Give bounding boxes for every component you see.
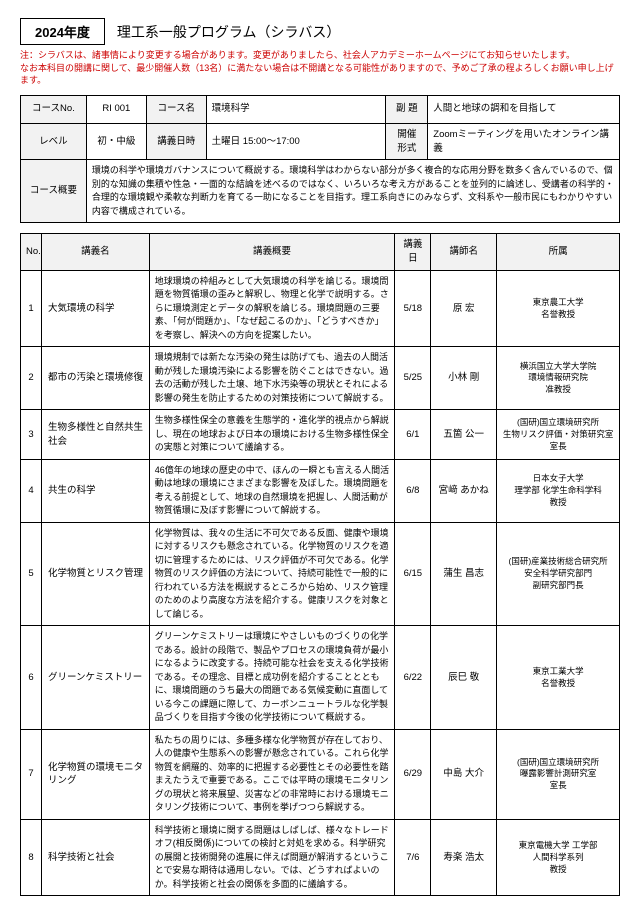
lecture-summary: 地球環境の枠組みとして大気環境の科学を論じる。環境問題を物質循環の歪みと解釈し、… — [149, 270, 395, 347]
lecture-date: 6/22 — [395, 626, 431, 730]
col-date: 講義日 — [395, 234, 431, 271]
lecture-summary: 私たちの周りには、多種多様な化学物質が存在しており、人の健康や生態系への影響が懸… — [149, 729, 395, 819]
level-label: レベル — [21, 123, 87, 160]
table-row: 8科学技術と社会科学技術と環境に関する問題はしばしば、様々なトレードオフ(相反関… — [21, 819, 620, 896]
col-instructor: 講師名 — [431, 234, 497, 271]
col-lecture-name: 講義名 — [41, 234, 149, 271]
subtitle-label: 副 題 — [386, 95, 428, 123]
lecture-instructor: 中島 大介 — [431, 729, 497, 819]
table-row: 5化学物質とリスク管理化学物質は、我々の生活に不可欠である反面、健康や環境に対す… — [21, 522, 620, 626]
course-name-label: コース名 — [146, 95, 206, 123]
lecture-date: 6/15 — [395, 522, 431, 626]
lecture-summary: 生物多様性保全の意義を生態学的・進化学的視点から解説し、現在の地球および日本の環… — [149, 410, 395, 460]
lecture-instructor: 寿楽 浩太 — [431, 819, 497, 896]
subtitle: 人間と地球の調和を目指して — [428, 95, 620, 123]
course-info-table: コースNo. RI 001 コース名 環境科学 副 題 人間と地球の調和を目指し… — [20, 95, 620, 224]
lecture-name: 化学物質の環境モニタリング — [41, 729, 149, 819]
col-affiliation: 所属 — [497, 234, 620, 271]
year-label: 2024年度 — [20, 18, 105, 45]
lecture-affiliation: (国研)産業技術総合研究所安全科学研究部門副研究部門長 — [497, 522, 620, 626]
lecture-date: 5/25 — [395, 347, 431, 410]
lecture-instructor: 小林 剛 — [431, 347, 497, 410]
lecture-affiliation: (国研)国立環境研究所生物リスク評価・対策研究室室長 — [497, 410, 620, 460]
lecture-affiliation: 東京農工大学名誉教授 — [497, 270, 620, 347]
lecture-name: 大気環境の科学 — [41, 270, 149, 347]
course-name: 環境科学 — [206, 95, 386, 123]
lecture-no: 7 — [21, 729, 42, 819]
lecture-no: 1 — [21, 270, 42, 347]
table-row: 3生物多様性と自然共生社会生物多様性保全の意義を生態学的・進化学的視点から解説し… — [21, 410, 620, 460]
lecture-name: グリーンケミストリー — [41, 626, 149, 730]
col-summary: 講義概要 — [149, 234, 395, 271]
lecture-no: 3 — [21, 410, 42, 460]
overview: 環境の科学や環境ガバナンスについて概説する。環境科学はわからない部分が多く複合的… — [86, 160, 619, 223]
header-note: 注：シラバスは、諸事情により変更する場合があります。変更がありましたら、社会人ア… — [20, 49, 620, 87]
lecture-date: 7/6 — [395, 819, 431, 896]
lecture-summary: グリーンケミストリーは環境にやさしいものづくりの化学である。設計の段階で、製品や… — [149, 626, 395, 730]
lecture-date: 6/29 — [395, 729, 431, 819]
lecture-instructor: 原 宏 — [431, 270, 497, 347]
lecture-date: 6/1 — [395, 410, 431, 460]
lecture-summary: 環境規制では新たな汚染の発生は防げても、過去の人間活動が残した環境汚染による影響… — [149, 347, 395, 410]
lecture-date: 5/18 — [395, 270, 431, 347]
lecture-instructor: 蒲生 昌志 — [431, 522, 497, 626]
lecture-affiliation: 東京工業大学名誉教授 — [497, 626, 620, 730]
lecture-affiliation: 日本女子大学理学部 化学生命科学科教授 — [497, 459, 620, 522]
lecture-name: 生物多様性と自然共生社会 — [41, 410, 149, 460]
lecture-name: 共生の科学 — [41, 459, 149, 522]
lecture-no: 6 — [21, 626, 42, 730]
table-row: 2都市の汚染と環境修復環境規制では新たな汚染の発生は防げても、過去の人間活動が残… — [21, 347, 620, 410]
lecture-affiliation: 横浜国立大学大学院環境情報研究院准教授 — [497, 347, 620, 410]
lecture-name: 科学技術と社会 — [41, 819, 149, 896]
schedule-label: 講義日時 — [146, 123, 206, 160]
lecture-name: 都市の汚染と環境修復 — [41, 347, 149, 410]
overview-label: コース概要 — [21, 160, 87, 223]
lecture-instructor: 辰巳 敬 — [431, 626, 497, 730]
format-label: 開催形式 — [386, 123, 428, 160]
lecture-no: 5 — [21, 522, 42, 626]
lecture-summary: 科学技術と環境に関する問題はしばしば、様々なトレードオフ(相反関係)についての検… — [149, 819, 395, 896]
lecture-date: 6/8 — [395, 459, 431, 522]
table-row: 7化学物質の環境モニタリング私たちの周りには、多種多様な化学物質が存在しており、… — [21, 729, 620, 819]
lecture-affiliation: 東京電機大学 工学部人間科学系列教授 — [497, 819, 620, 896]
table-row: 4共生の科学46億年の地球の歴史の中で、ほんの一瞬とも言える人間活動は地球の環境… — [21, 459, 620, 522]
lecture-no: 4 — [21, 459, 42, 522]
course-no: RI 001 — [86, 95, 146, 123]
lecture-summary: 化学物質は、我々の生活に不可欠である反面、健康や環境に対するリスクも懸念されてい… — [149, 522, 395, 626]
col-no: No. — [21, 234, 42, 271]
lecture-affiliation: (国研)国立環境研究所曝露影響計測研究室室長 — [497, 729, 620, 819]
schedule: 土曜日 15:00～17:00 — [206, 123, 386, 160]
format: Zoomミーティングを用いたオンライン講義 — [428, 123, 620, 160]
lecture-summary: 46億年の地球の歴史の中で、ほんの一瞬とも言える人間活動は地球の環境にさまざまな… — [149, 459, 395, 522]
lecture-name: 化学物質とリスク管理 — [41, 522, 149, 626]
course-no-label: コースNo. — [21, 95, 87, 123]
table-row: 6グリーンケミストリーグリーンケミストリーは環境にやさしいものづくりの化学である… — [21, 626, 620, 730]
lecture-no: 8 — [21, 819, 42, 896]
program-title: 理工系一般プログラム（シラバス） — [117, 22, 340, 42]
lecture-instructor: 宮﨑 あかね — [431, 459, 497, 522]
table-row: 1大気環境の科学地球環境の枠組みとして大気環境の科学を論じる。環境問題を物質循環… — [21, 270, 620, 347]
lecture-instructor: 五箇 公一 — [431, 410, 497, 460]
lecture-no: 2 — [21, 347, 42, 410]
lectures-table: No. 講義名 講義概要 講義日 講師名 所属 1大気環境の科学地球環境の枠組み… — [20, 233, 620, 896]
level: 初・中級 — [86, 123, 146, 160]
